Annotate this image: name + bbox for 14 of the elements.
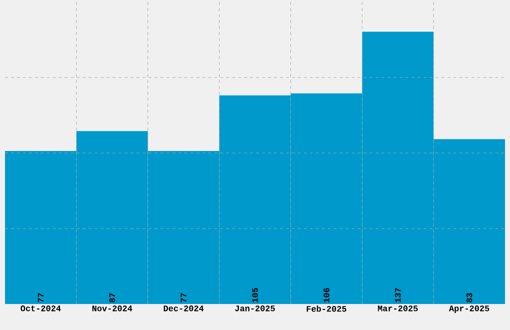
x-tick-label: Jan-2025 xyxy=(235,306,275,312)
x-tick-label: Nov-2024 xyxy=(92,306,132,312)
data-label: 83 xyxy=(466,293,472,302)
data-label: 77 xyxy=(180,293,186,302)
x-tick-label: Oct-2024 xyxy=(20,306,61,312)
data-label: 106 xyxy=(324,288,330,302)
data-label: 87 xyxy=(109,293,116,302)
x-tick-label: Dec-2024 xyxy=(164,306,204,312)
data-label: 77 xyxy=(38,293,44,302)
x-tick-label: Feb-2025 xyxy=(306,306,346,312)
x-tick-label: Apr-2025 xyxy=(448,306,490,313)
x-tick-label: Mar-2025 xyxy=(378,306,418,312)
data-label: 137 xyxy=(394,288,401,302)
data-label: 105 xyxy=(252,288,258,302)
